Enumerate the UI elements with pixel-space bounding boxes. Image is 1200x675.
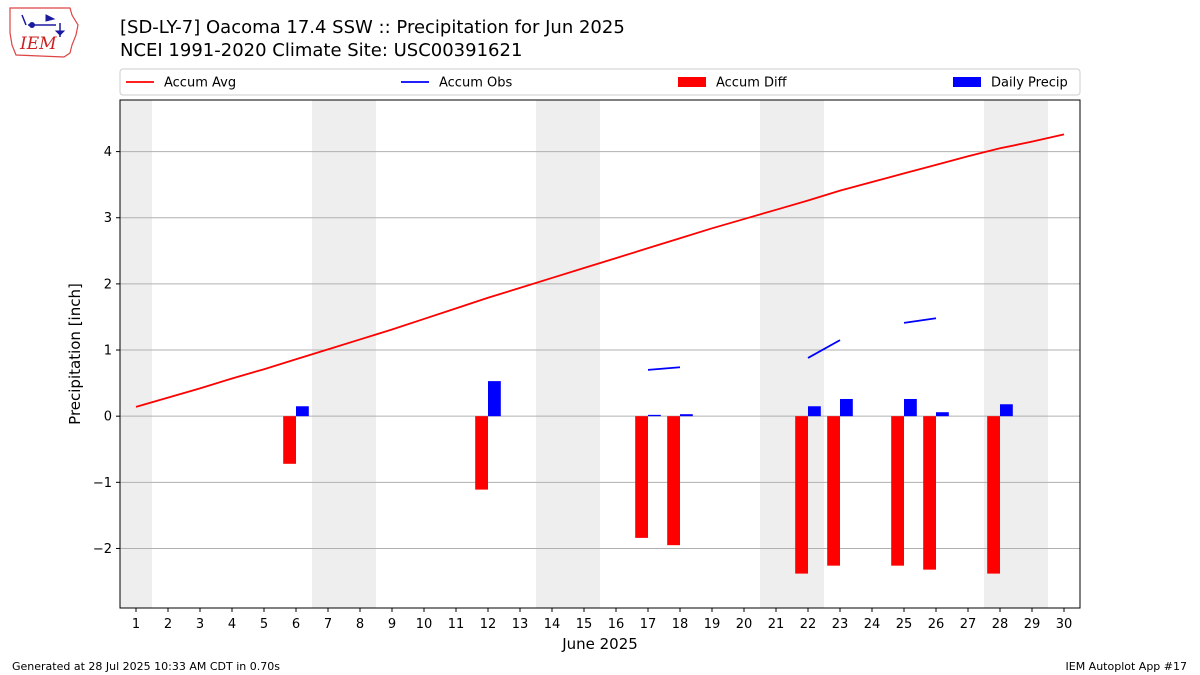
y-tick-label: −1 <box>93 476 112 491</box>
accum-diff-bar <box>827 416 840 566</box>
x-tick-label: 21 <box>768 617 785 632</box>
x-tick-label: 1 <box>132 617 140 632</box>
weekend-shade <box>536 100 600 608</box>
legend-label: Daily Precip <box>991 76 1068 91</box>
x-tick-label: 28 <box>992 617 1009 632</box>
y-axis: −2 −1 0 1 2 3 4 <box>93 145 120 557</box>
logo-text: IEM <box>19 34 57 54</box>
x-tick-label: 17 <box>640 617 657 632</box>
x-tick-label: 11 <box>448 617 465 632</box>
footer-generated-text: Generated at 28 Jul 2025 10:33 AM CDT in… <box>12 660 280 673</box>
x-tick-label: 20 <box>736 617 753 632</box>
legend-label: Accum Avg <box>164 76 236 91</box>
daily-precip-bar <box>648 414 661 417</box>
x-tick-label: 10 <box>416 617 433 632</box>
x-tick-label: 6 <box>292 617 300 632</box>
x-tick-label: 25 <box>896 617 913 632</box>
accum-diff-bar <box>987 416 1000 574</box>
accum-diff-bar <box>635 416 648 538</box>
x-tick-label: 12 <box>480 617 497 632</box>
daily-precip-bar <box>840 398 853 417</box>
daily-precip-bar <box>488 381 501 417</box>
x-axis-label: June 2025 <box>561 635 638 653</box>
y-tick-label: −2 <box>93 542 112 557</box>
x-tick-label: 9 <box>388 617 396 632</box>
accum-diff-bar <box>475 416 488 490</box>
weather-station-icon <box>21 14 66 37</box>
x-tick-label: 22 <box>800 617 817 632</box>
x-tick-label: 18 <box>672 617 689 632</box>
daily-precip-bar <box>296 406 309 417</box>
accum-obs-line <box>807 339 841 359</box>
y-tick-label: 0 <box>104 410 112 425</box>
y-tick-label: 4 <box>104 145 112 160</box>
x-tick-label: 13 <box>512 617 529 632</box>
daily-precip-bar <box>680 414 693 417</box>
y-grid-group <box>120 151 1080 549</box>
daily-precip-bar <box>936 412 949 417</box>
x-tick-label: 7 <box>324 617 332 632</box>
x-axis: 1 2 3 4 5 6 7 8 9 10 11 12 13 14 15 16 17 18 19 20 21 22 23 24 2… <box>132 608 1072 632</box>
legend-label: Accum Obs <box>439 76 512 91</box>
x-tick-label: 23 <box>832 617 849 632</box>
x-tick-label: 16 <box>608 617 625 632</box>
x-tick-label: 3 <box>196 617 204 632</box>
x-tick-label: 29 <box>1024 617 1041 632</box>
weekend-shading-group <box>120 100 1048 608</box>
legend-swatch-bar <box>953 77 981 87</box>
x-tick-label: 26 <box>928 617 945 632</box>
daily-precip-bar <box>1000 404 1013 417</box>
lines-group <box>135 133 1065 408</box>
chart-title: [SD-LY-7] Oacoma 17.4 SSW :: Precipitati… <box>120 17 625 38</box>
x-tick-label: 30 <box>1056 617 1073 632</box>
legend-box <box>119 68 1081 96</box>
accum-diff-bar <box>795 416 808 574</box>
iem-logo: IEM <box>9 7 79 58</box>
accum-obs-line <box>647 366 681 371</box>
accum-obs-line <box>903 317 937 324</box>
bars-group <box>283 381 1013 574</box>
daily-precip-bar <box>904 398 917 417</box>
x-tick-label: 15 <box>576 617 593 632</box>
accum-diff-bar <box>891 416 904 566</box>
x-tick-label: 24 <box>864 617 881 632</box>
legend: Accum Avg Accum Obs Accum Diff Daily Precip <box>119 68 1081 96</box>
plot-frame <box>119 99 1081 609</box>
iowa-state-outline <box>9 7 79 58</box>
accum-avg-line <box>135 133 1065 408</box>
accum-diff-bar <box>283 416 296 464</box>
x-tick-label: 14 <box>544 617 561 632</box>
footer-app-text: IEM Autoplot App #17 <box>1065 660 1188 673</box>
x-tick-label: 8 <box>356 617 364 632</box>
daily-precip-bar <box>808 406 821 417</box>
accum-diff-bar <box>923 416 936 570</box>
accum-diff-bar <box>667 416 680 546</box>
y-tick-label: 1 <box>104 344 112 359</box>
y-axis-label: Precipitation [inch] <box>66 283 84 425</box>
x-tick-label: 4 <box>228 617 236 632</box>
x-tick-label: 19 <box>704 617 721 632</box>
x-tick-label: 5 <box>260 617 268 632</box>
y-tick-label: 3 <box>104 211 112 226</box>
y-tick-label: 2 <box>104 277 112 292</box>
x-tick-label: 2 <box>164 617 172 632</box>
legend-swatch-bar <box>678 77 706 87</box>
legend-label: Accum Diff <box>716 76 788 91</box>
chart-subtitle: NCEI 1991-2020 Climate Site: USC00391621 <box>120 40 523 61</box>
x-tick-label: 27 <box>960 617 977 632</box>
weekend-shade <box>312 100 376 608</box>
weekend-shade <box>120 100 152 608</box>
